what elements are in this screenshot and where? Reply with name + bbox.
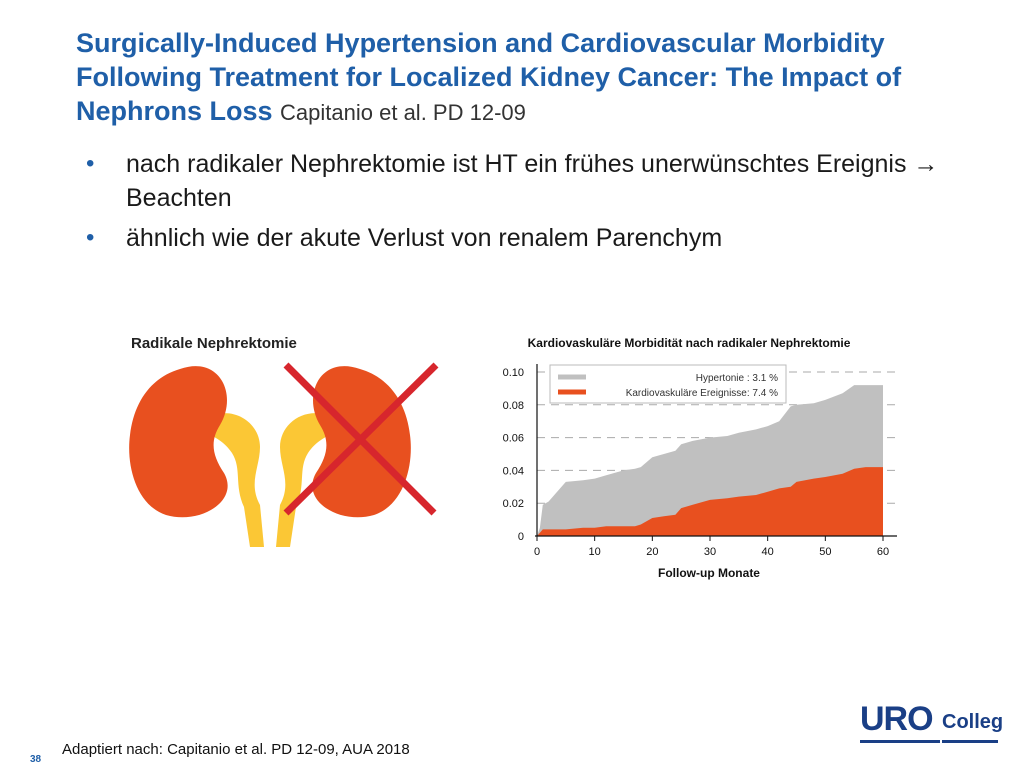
y-tick-label: 0.02 <box>503 498 524 510</box>
x-tick-label: 30 <box>704 546 716 558</box>
x-tick-label: 10 <box>589 546 601 558</box>
left-ureter-icon <box>212 413 264 547</box>
series-area-1 <box>537 467 883 536</box>
bullet-item: • ähnlich wie der akute Verlust von rena… <box>86 221 966 255</box>
legend-label: Hypertonie : 3.1 % <box>696 373 778 384</box>
bullet-dot-icon: • <box>86 224 95 251</box>
chart-axes: 0 0.02 0.04 0.06 0.08 0.10 0 10 20 30 40 50 60 <box>503 364 897 558</box>
y-tick-label: 0 <box>518 531 524 543</box>
bullet-text: ähnlich wie der akute Verlust von renale… <box>126 224 723 252</box>
x-tick-label: 20 <box>646 546 658 558</box>
kidney-caption: Radikale Nephrektomie <box>131 335 297 352</box>
bullet-text: nach radikaler Nephrektomie ist HT ein f… <box>126 150 939 212</box>
legend-label: Kardiovaskuläre Ereignisse: 7.4 % <box>626 388 778 399</box>
cross-line-icon <box>283 362 439 516</box>
slide-title-main: Surgically-Induced Hypertension and Card… <box>76 28 902 126</box>
slide-title: Surgically-Induced Hypertension and Card… <box>76 26 996 130</box>
y-tick-label: 0.06 <box>503 433 524 445</box>
logo-colleg-text: Colleg <box>942 711 1004 733</box>
bullet-dot-icon: • <box>86 150 95 177</box>
legend-box <box>549 364 787 404</box>
x-tick-label: 0 <box>534 546 540 558</box>
chart-title: Kardiovaskuläre Morbidität nach radikale… <box>528 336 851 350</box>
logo-underline <box>860 740 940 743</box>
y-tick-label: 0.04 <box>503 465 524 477</box>
y-tick-label: 0.08 <box>503 400 524 412</box>
chart-container: Kardiovaskuläre Morbidität nach radikale… <box>480 330 900 595</box>
x-tick-label: 40 <box>762 546 774 558</box>
logo-uro-text: URO <box>860 700 934 738</box>
logo-underline <box>942 740 998 743</box>
source-citation: Adaptiert nach: Capitanio et al. PD 12-0… <box>62 741 410 758</box>
bullet-list: • nach radikaler Nephrektomie ist HT ein… <box>86 147 966 261</box>
page-number: 38 <box>30 754 42 765</box>
x-axis-label: Follow-up Monate <box>658 566 760 580</box>
chart-areas <box>537 385 883 536</box>
x-tick-label: 50 <box>819 546 831 558</box>
slide-title-citation: Capitanio et al. PD 12-09 <box>280 100 526 125</box>
chart-legend: Hypertonie : 3.1 % Kardiovaskuläre Ereig… <box>549 364 787 404</box>
cv-morbidity-chart: Kardiovaskuläre Morbidität nach radikale… <box>503 336 897 580</box>
bullet-item: • nach radikaler Nephrektomie ist HT ein… <box>86 147 966 215</box>
left-kidney-icon <box>129 366 228 518</box>
kidney-pair-with-red-cross-icon <box>129 362 439 547</box>
y-tick-label: 0.10 <box>503 367 524 379</box>
uro-colleg-logo: URO Colleg <box>860 700 1004 748</box>
x-tick-label: 60 <box>877 546 889 558</box>
